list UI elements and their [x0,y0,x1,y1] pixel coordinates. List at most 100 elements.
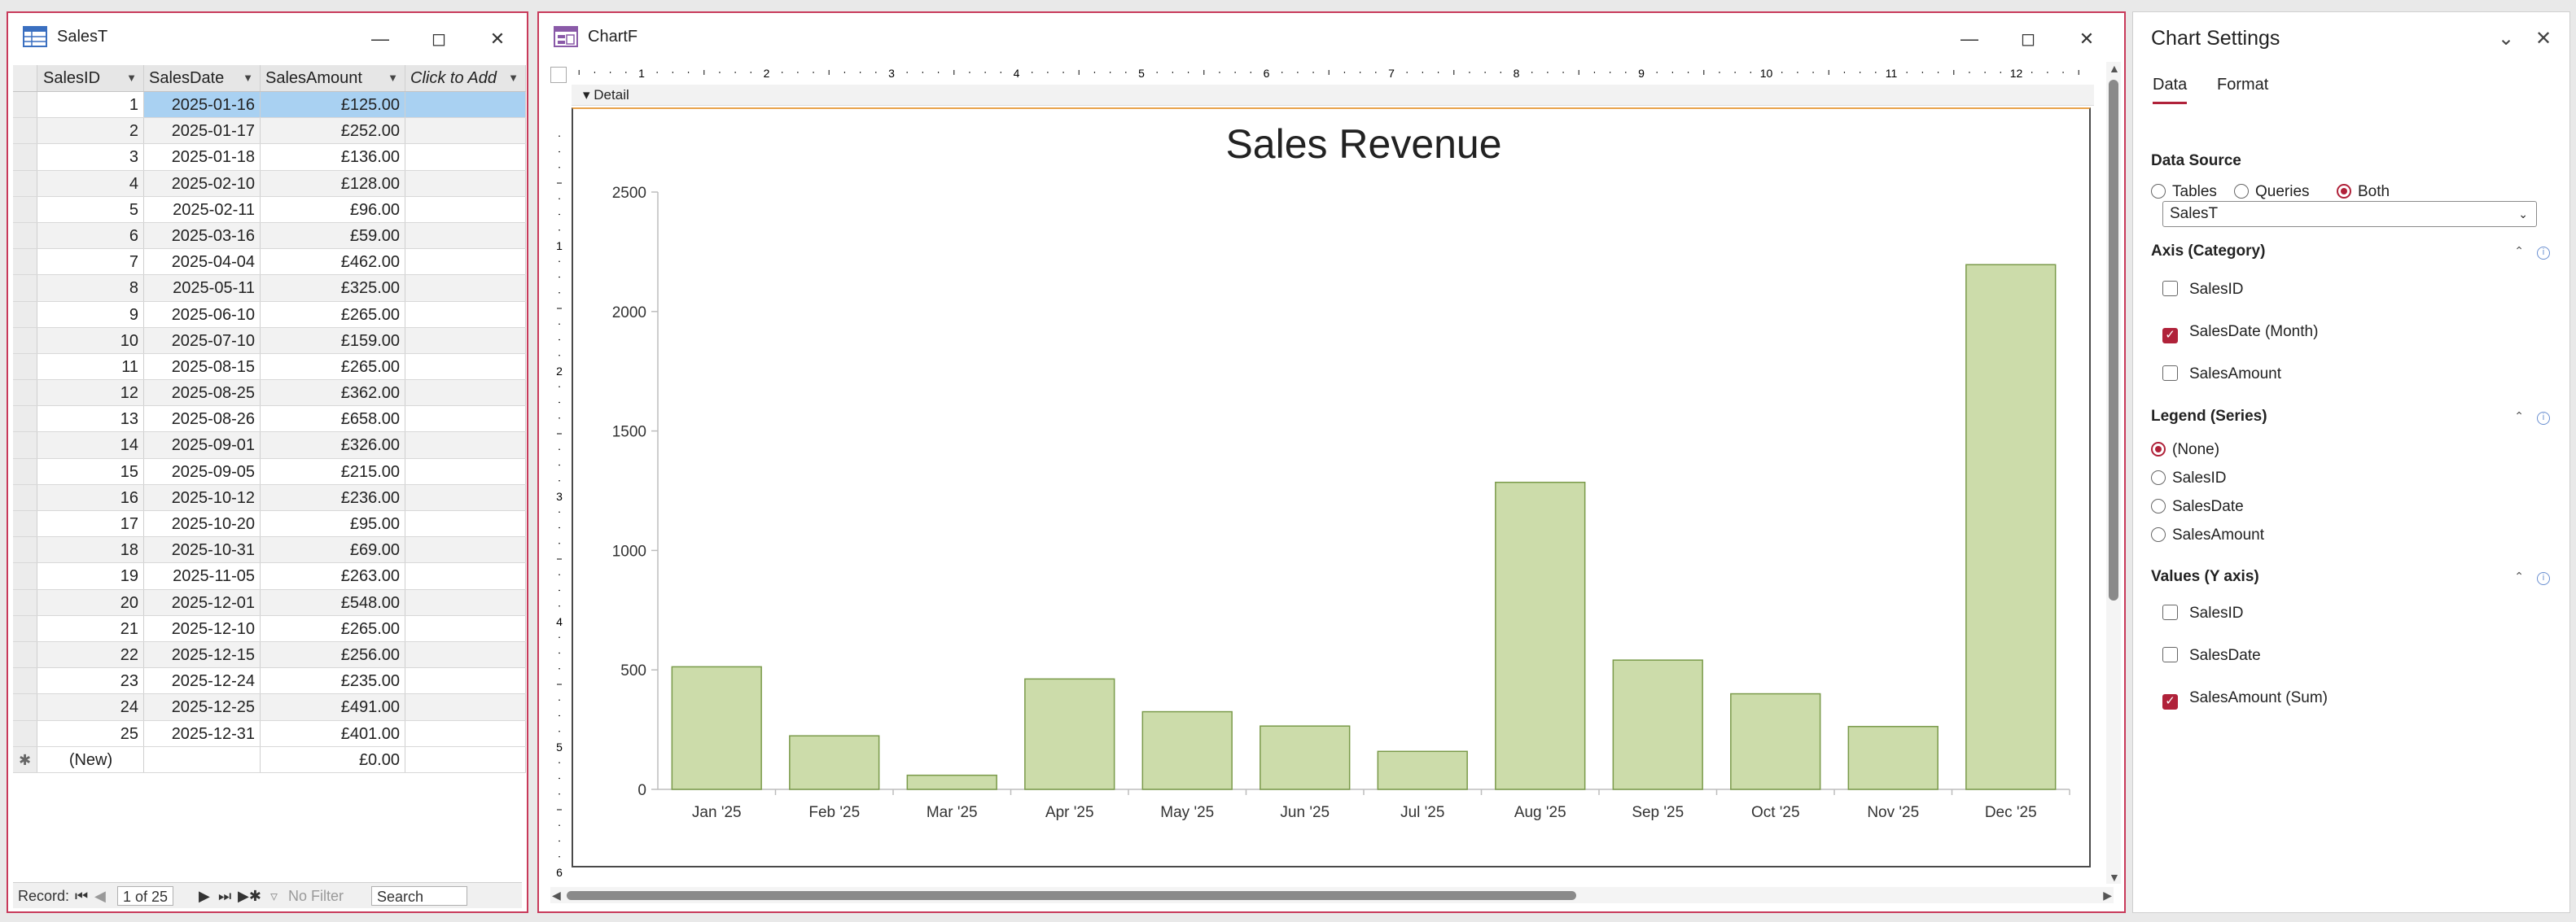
new-record-extra[interactable] [405,746,526,772]
tab-data[interactable]: Data [2153,76,2188,104]
cell-salesid[interactable]: 9 [38,301,144,327]
cell-salesdate[interactable]: 2025-12-25 [144,694,261,720]
cell-click-to-add[interactable] [405,170,526,196]
new-record-amount[interactable]: £0.00 [261,746,405,772]
cell-salesdate[interactable]: 2025-07-10 [144,327,261,353]
last-record-icon[interactable]: ⏭ [218,888,232,904]
cell-salesdate[interactable]: 2025-12-24 [144,668,261,694]
chevron-down-icon[interactable]: ▼ [126,72,137,84]
cell-salesamount[interactable]: £658.00 [261,406,405,432]
chevron-down-icon[interactable]: ▼ [388,72,398,84]
cell-salesid[interactable]: 16 [38,484,144,510]
cell-salesid[interactable]: 17 [38,511,144,537]
axis-item-salesid[interactable]: SalesID [2162,281,2244,299]
axis-item-salesdate-month[interactable]: ✓ SalesDate (Month) [2162,323,2318,343]
chevron-down-icon[interactable]: ⌄ [2498,28,2515,50]
table-row[interactable]: 16 2025-10-12 £236.00 [13,484,526,511]
table-row[interactable]: 3 2025-01-18 £136.00 [13,144,526,171]
cell-salesamount[interactable]: £265.00 [261,301,405,327]
radio-icon[interactable] [2151,527,2166,542]
record-selector[interactable] [13,380,37,406]
no-filter-label[interactable]: No Filter [288,888,344,904]
cell-salesdate[interactable]: 2025-08-25 [144,380,261,406]
table-row[interactable]: 17 2025-10-20 £95.00 [13,511,526,538]
legend-item-salesid[interactable]: SalesID [2151,470,2227,487]
cell-click-to-add[interactable] [405,432,526,458]
cell-click-to-add[interactable] [405,249,526,275]
legend-item-salesamount[interactable]: SalesAmount [2151,527,2264,544]
table-row[interactable]: 5 2025-02-11 £96.00 [13,196,526,223]
tab-format[interactable]: Format [2217,76,2269,94]
record-selector[interactable] [13,615,37,641]
filter-icon[interactable]: ▿ [270,888,278,904]
scroll-right-icon[interactable]: ▶ [2103,889,2112,902]
checkbox-icon[interactable] [2162,605,2178,620]
minimize-button[interactable]: — [1960,28,1978,49]
record-selector[interactable] [13,196,37,222]
legend-item-salesdate[interactable]: SalesDate [2151,498,2244,516]
table-row[interactable]: 8 2025-05-11 £325.00 [13,275,526,302]
record-selector[interactable] [13,484,37,510]
record-selector[interactable] [13,458,37,484]
cell-salesdate[interactable]: 2025-10-12 [144,484,261,510]
cell-salesdate[interactable]: 2025-01-18 [144,144,261,170]
cell-click-to-add[interactable] [405,589,526,615]
record-selector[interactable] [13,144,37,170]
scroll-left-icon[interactable]: ◀ [552,889,561,902]
table-row[interactable]: 9 2025-06-10 £265.00 [13,301,526,328]
cell-salesdate[interactable]: 2025-10-20 [144,511,261,537]
vertical-scroll-thumb[interactable] [2109,80,2118,601]
table-row[interactable]: 4 2025-02-10 £128.00 [13,170,526,197]
values-item-salesid[interactable]: SalesID [2162,605,2244,623]
cell-salesamount[interactable]: £69.00 [261,537,405,563]
values-item-salesamount-sum[interactable]: ✓ SalesAmount (Sum) [2162,689,2328,710]
radio-both[interactable]: Both [2337,183,2390,201]
cell-salesamount[interactable]: £136.00 [261,144,405,170]
axis-item-salesamount[interactable]: SalesAmount [2162,365,2281,383]
values-section-controls[interactable]: ⌃ i [2514,570,2550,585]
cell-salesdate[interactable]: 2025-12-10 [144,615,261,641]
table-row[interactable]: 13 2025-08-26 £658.00 [13,406,526,433]
cell-salesamount[interactable]: £491.00 [261,694,405,720]
cell-salesid[interactable]: 4 [38,170,144,196]
cell-salesamount[interactable]: £215.00 [261,458,405,484]
cell-click-to-add[interactable] [405,668,526,694]
checkbox-checked-icon[interactable]: ✓ [2162,694,2178,710]
cell-salesid[interactable]: 7 [38,249,144,275]
record-selector[interactable] [13,641,37,668]
cell-click-to-add[interactable] [405,275,526,301]
checkbox-icon[interactable] [2162,647,2178,662]
cell-salesid[interactable]: 25 [38,720,144,746]
record-selector[interactable] [13,511,37,537]
cell-salesdate[interactable]: 2025-11-05 [144,563,261,589]
record-selector[interactable] [13,563,37,589]
radio-icon[interactable] [2234,184,2249,199]
new-record-icon[interactable]: ▶✱ [238,888,261,904]
cell-salesid[interactable]: 12 [38,380,144,406]
cell-salesamount[interactable]: £263.00 [261,563,405,589]
cell-click-to-add[interactable] [405,694,526,720]
record-selector[interactable] [13,249,37,275]
checkbox-checked-icon[interactable]: ✓ [2162,328,2178,343]
chevron-down-icon[interactable]: ▼ [243,72,253,84]
cell-click-to-add[interactable] [405,641,526,668]
table-row[interactable]: 19 2025-11-05 £263.00 [13,563,526,590]
cell-salesid[interactable]: 22 [38,641,144,668]
table-row[interactable]: 23 2025-12-24 £235.00 [13,668,526,695]
cell-salesamount[interactable]: £235.00 [261,668,405,694]
scroll-up-icon[interactable]: ▲ [2109,62,2120,75]
detail-section-bar[interactable]: ▾ Detail [572,85,2094,106]
cell-click-to-add[interactable] [405,353,526,380]
cell-salesid[interactable]: 15 [38,458,144,484]
cell-salesamount[interactable]: £252.00 [261,118,405,144]
record-selector[interactable] [13,222,37,249]
cell-salesid[interactable]: 3 [38,144,144,170]
new-record-row[interactable]: ✱ (New) £0.00 [13,746,526,773]
record-selector[interactable] [13,170,37,196]
table-row[interactable]: 22 2025-12-15 £256.00 [13,641,526,669]
table-row[interactable]: 2 2025-01-17 £252.00 [13,118,526,145]
cell-salesdate[interactable]: 2025-12-01 [144,589,261,615]
chevron-down-icon[interactable]: ▼ [508,72,519,84]
datasheet-grid[interactable]: SalesID ▼ SalesDate ▼ SalesAmount ▼ Click t… [13,65,526,773]
cell-salesdate[interactable]: 2025-03-16 [144,222,261,249]
